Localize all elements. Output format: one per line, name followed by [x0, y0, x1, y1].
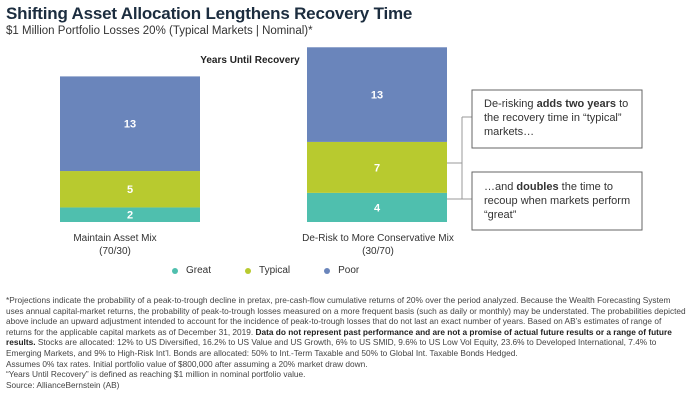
category-label-2: De-Risk to More Conservative Mix (30/70) [278, 232, 478, 258]
data-label-great-2: 4 [374, 202, 381, 214]
callout-1-post: to the recovery time in “typical” market… [484, 98, 629, 138]
category-label-1-line1: Maintain Asset Mix [73, 233, 157, 244]
category-label-1-line2: (70/30) [99, 246, 131, 257]
category-label-2-line2: (30/70) [362, 246, 394, 257]
callout-2-pre: …and [484, 181, 517, 193]
stacked-bar-chart: 2 5 13 4 7 13 [60, 47, 643, 231]
footnote-disclaimer: Data do not represent past performance a… [6, 326, 672, 348]
chart-subtitle: $1 Million Portfolio Losses 20% (Typical… [6, 25, 313, 37]
data-label-typical-2: 7 [374, 162, 380, 174]
legend-item-typical: Typical [245, 265, 290, 276]
category-label-1: Maintain Asset Mix (70/30) [60, 232, 170, 258]
chart-title-main: Shifting Asset Allocation Lengthens Reco… [6, 4, 413, 23]
data-label-great-1: 2 [127, 210, 133, 222]
footnote-para-1: *Projections indicate the probability of… [6, 295, 686, 359]
callout-connectors [447, 116, 472, 200]
bar-segment-great-2 [307, 192, 447, 222]
footnote-tax-note: Assumes 0% tax rates. Initial portfolio … [6, 358, 368, 369]
bar-segment-great-1 [60, 207, 200, 222]
legend-swatch-typical [245, 267, 252, 274]
callout-2-post: the time to recoup when markets perform … [484, 181, 631, 221]
callout-1-bold: adds two years [536, 98, 617, 110]
legend-label-poor: Poor [338, 265, 360, 276]
callout-text-2: …and doubles the time to recoup when mar… [484, 180, 634, 222]
legend-label-typical: Typical [259, 265, 291, 276]
legend-item-great: Great [172, 265, 211, 276]
callout-1-pre: De-risking [484, 98, 537, 110]
plot-title: Years Until Recovery [200, 55, 300, 66]
bar-segment-poor-2 [307, 47, 447, 142]
chart-legend: Great Typical Poor [172, 265, 359, 276]
data-label-poor-1: 13 [124, 119, 136, 131]
data-label-typical-1: 5 [127, 184, 133, 196]
legend-item-poor: Poor [324, 265, 359, 276]
category-label-2-line1: De-Risk to More Conservative Mix [302, 233, 454, 244]
bar-segment-typical-1 [60, 171, 200, 208]
callout-box-1 [471, 89, 643, 149]
footnote: *Projections indicate the probability of… [6, 295, 686, 390]
legend-label-great: Great [186, 265, 212, 276]
footnote-para-1-post: Stocks are allocated: 12% to US Diversif… [6, 337, 657, 358]
callout-2-bold: doubles [516, 181, 559, 193]
bar-segment-typical-2 [307, 141, 447, 193]
legend-swatch-poor [324, 267, 331, 274]
footnote-source: Source: AllianceBernstein (AB) [6, 379, 120, 390]
data-label-poor-2: 13 [371, 90, 383, 102]
legend-swatch-great [172, 267, 178, 274]
callout-box-2 [471, 171, 643, 231]
footnote-definition: “Years Until Recovery” is defined as rea… [6, 369, 306, 380]
bar-segment-poor-1 [60, 76, 200, 172]
footnote-para-1-pre: *Projections indicate the probability of… [6, 295, 686, 337]
callout-text-1: De-risking adds two years to the recover… [484, 97, 634, 139]
